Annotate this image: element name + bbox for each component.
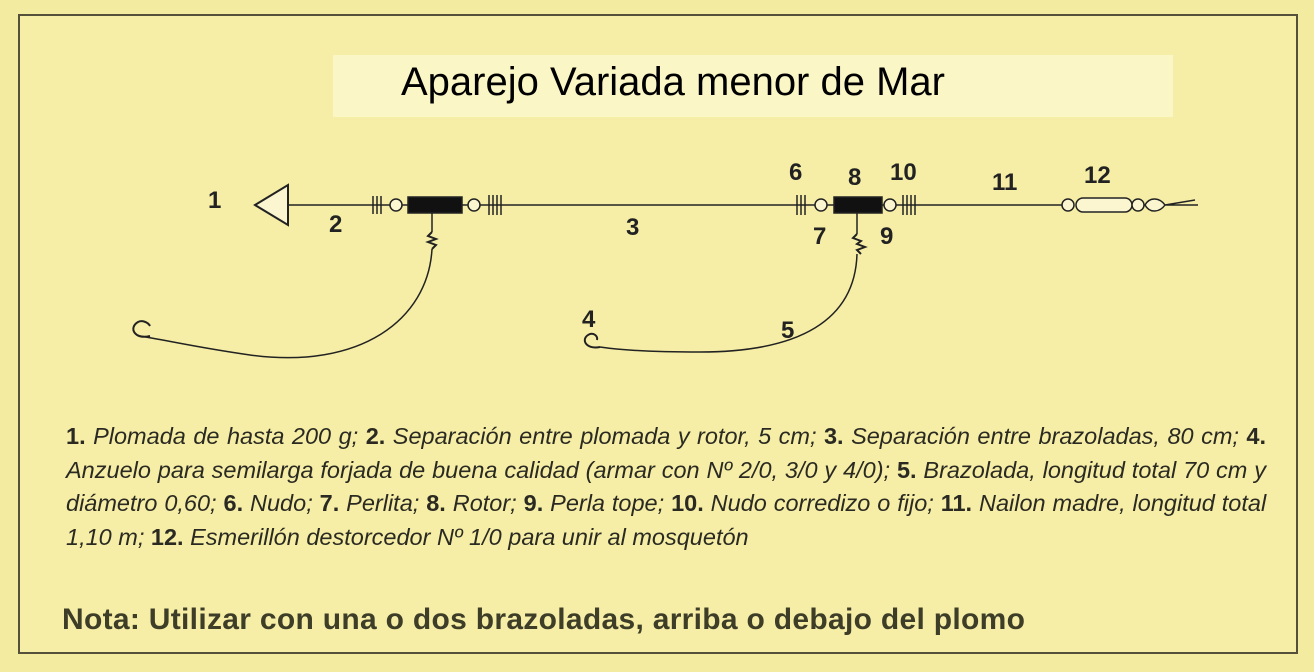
- label-12: 12: [1084, 162, 1111, 189]
- bead-left-2: [467, 198, 481, 212]
- legend-text-item: Separación entre plomada y rotor, 5 cm;: [392, 423, 817, 449]
- legend-text-item: Perla tope;: [550, 490, 665, 516]
- knot-left-2: [488, 195, 502, 215]
- legend-text-item: Separación entre brazoladas, 80 cm;: [851, 423, 1239, 449]
- legend-text-item: Nudo corredizo o fijo;: [710, 490, 934, 516]
- label-10: 10: [890, 159, 917, 186]
- note-text: Nota: Utilizar con una o dos brazoladas,…: [62, 603, 1026, 636]
- legend-num: 10.: [671, 490, 704, 516]
- legend-num: 6.: [223, 490, 244, 516]
- label-7: 7: [813, 223, 826, 250]
- title-box: [333, 55, 1173, 117]
- legend-num: 2.: [365, 423, 386, 449]
- label-9: 9: [880, 223, 893, 250]
- rotor-8: [833, 196, 883, 214]
- knot-6: [796, 195, 806, 215]
- legend-num: 5.: [896, 456, 917, 483]
- label-5: 5: [781, 317, 794, 344]
- bead-9: [883, 198, 897, 212]
- bead-left-1: [389, 198, 403, 212]
- swivel-12: [1061, 197, 1198, 213]
- legend-num: 3.: [823, 423, 844, 449]
- bead-7: [814, 198, 828, 212]
- legend-num: 8.: [426, 490, 446, 516]
- legend-num: 4.: [1246, 423, 1267, 449]
- diagram-frame: [18, 14, 1298, 654]
- knot-left-1: [372, 196, 382, 214]
- part-labels: 1 2 3 4 5 6 7 8 9 10 11 12: [208, 159, 1111, 344]
- label-11: 11: [992, 169, 1017, 196]
- label-2: 2: [329, 211, 342, 238]
- diagram-title: Aparejo Variada menor de Mar: [401, 60, 945, 104]
- legend-num: 9.: [523, 490, 544, 516]
- label-4: 4: [582, 306, 596, 333]
- rotor-1: [407, 196, 463, 214]
- dropper-5: [583, 213, 868, 353]
- legend-text-item: Plomada de hasta 200 g;: [93, 423, 359, 449]
- hook-4: [583, 332, 601, 349]
- dropper-1: [132, 213, 439, 359]
- label-8: 8: [848, 164, 861, 191]
- label-1: 1: [208, 187, 221, 214]
- label-3: 3: [626, 214, 639, 241]
- hook-1: [132, 320, 151, 338]
- legend-num: 7.: [319, 490, 340, 516]
- label-6: 6: [789, 159, 802, 186]
- legend-num: 1.: [66, 423, 86, 449]
- legend-text-item: Anzuelo para semilarga forjada de buena …: [66, 456, 891, 483]
- legend-text-item: Rotor;: [452, 490, 517, 516]
- legend-text-item: Nailon madre, longitud total 1,10 m;: [66, 490, 1267, 550]
- legend-num: 12.: [150, 523, 184, 550]
- legend-text-item: Perlita;: [346, 490, 420, 516]
- legend-text-item: Esmerillón destorcedor Nº 1/0 para unir …: [190, 523, 749, 550]
- legend-num: 11.: [940, 490, 973, 516]
- sinker-weight: [253, 183, 289, 227]
- knot-10: [902, 195, 916, 215]
- legend-text-item: Nudo;: [250, 490, 313, 516]
- legend-text: 1. Plomada de hasta 200 g; 2. Separación…: [66, 420, 1266, 554]
- legend-text-item: Brazolada, longitud total 70 cm y diámet…: [66, 456, 1266, 517]
